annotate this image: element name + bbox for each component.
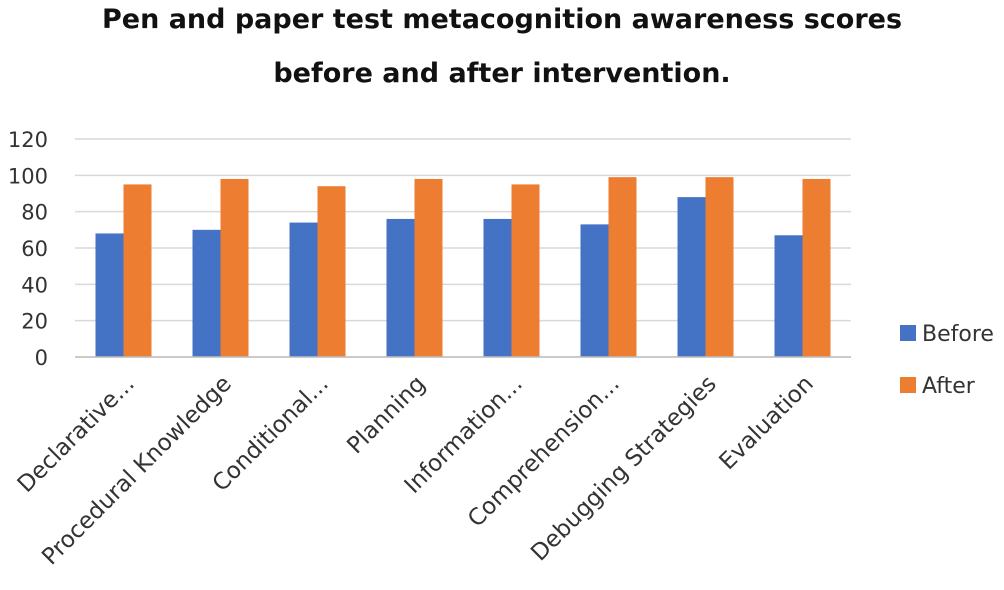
bar-before (192, 229, 221, 357)
bar-after (220, 178, 249, 357)
bar-before (774, 235, 803, 357)
x-category-label: Debugging Strategies (526, 371, 722, 567)
bar-after (317, 186, 346, 357)
bar-before (95, 233, 124, 357)
legend-label-after: After (922, 374, 976, 399)
bar-after (705, 177, 734, 357)
bar-before (580, 224, 609, 357)
bar-after (608, 177, 637, 357)
y-tick-label: 20 (21, 310, 48, 334)
x-category-label: Procedural Knowledge (37, 371, 237, 571)
gridlines (75, 138, 851, 358)
y-tick-label: 60 (21, 237, 48, 261)
y-axis: 0 20 40 60 80 100 120 (8, 128, 48, 370)
bar-after (414, 178, 443, 357)
bar-before (677, 197, 706, 357)
bar-before (289, 222, 318, 357)
legend-label-before: Before (922, 322, 994, 347)
legend-swatch-after (900, 377, 916, 393)
y-tick-label: 100 (8, 164, 48, 188)
bar-before (483, 218, 512, 357)
bar-after (123, 184, 152, 357)
y-tick-label: 40 (21, 273, 48, 297)
x-category-label: Planning (342, 371, 430, 459)
x-axis: Declarative...Procedural KnowledgeCondit… (13, 356, 851, 571)
y-tick-label: 80 (21, 201, 48, 225)
chart-title-line-1: Pen and paper test metacognition awarene… (101, 4, 903, 35)
y-tick-label: 0 (35, 346, 48, 370)
bars (95, 177, 831, 357)
x-category-label: Evaluation (715, 371, 819, 475)
bar-before (386, 218, 415, 357)
chart-title-line-2: before and after intervention. (273, 58, 731, 89)
legend: Before After (900, 322, 994, 399)
y-tick-label: 120 (8, 128, 48, 152)
legend-swatch-before (900, 325, 916, 341)
bar-after (511, 184, 540, 357)
bar-after (802, 178, 831, 357)
